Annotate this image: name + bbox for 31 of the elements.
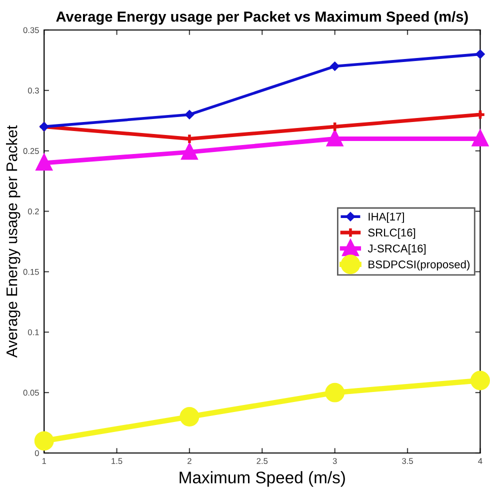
point bbox=[470, 370, 490, 390]
point bbox=[325, 382, 345, 402]
legend-label: IHA[17] bbox=[368, 212, 404, 223]
y-tick-label: 0.2 bbox=[28, 208, 39, 214]
legend-label: J-SRCA[16] bbox=[368, 244, 426, 255]
point bbox=[476, 50, 485, 59]
x-tick-label: 2.5 bbox=[256, 458, 268, 464]
point bbox=[184, 110, 194, 120]
y-tick-label: 0 bbox=[34, 450, 39, 456]
x-tick-label: 2 bbox=[188, 458, 192, 464]
x-tick-label: 3 bbox=[332, 458, 337, 464]
x-tick-label: 3.5 bbox=[402, 458, 413, 464]
legend-label: SRLC[16] bbox=[368, 228, 416, 239]
point bbox=[329, 121, 340, 132]
y-tick-label: 0.15 bbox=[23, 268, 39, 275]
point bbox=[330, 62, 340, 71]
y-tick-label: 0.1 bbox=[28, 329, 39, 336]
x-tick-label: 1 bbox=[42, 458, 46, 464]
y-tick-label: 0.35 bbox=[23, 27, 39, 34]
y-tick-label: 0.05 bbox=[23, 390, 39, 396]
y-axis-title: Average Energy usage per Packet bbox=[6, 125, 20, 358]
point bbox=[34, 431, 54, 451]
legend-label: BSDPCSI(proposed) bbox=[368, 260, 470, 271]
point bbox=[184, 133, 196, 144]
y-tick-label: 0.3 bbox=[28, 88, 39, 94]
point bbox=[180, 407, 200, 426]
y-tick-label: 0.25 bbox=[23, 148, 39, 154]
chart-title: Average Energy usage per Packet vs Maximum Speed (m/s) bbox=[56, 11, 468, 25]
x-axis-title: Maximum Speed (m/s) bbox=[180, 471, 345, 487]
x-tick-label: 1.5 bbox=[112, 458, 122, 464]
x-tick-label: 4 bbox=[478, 458, 482, 464]
